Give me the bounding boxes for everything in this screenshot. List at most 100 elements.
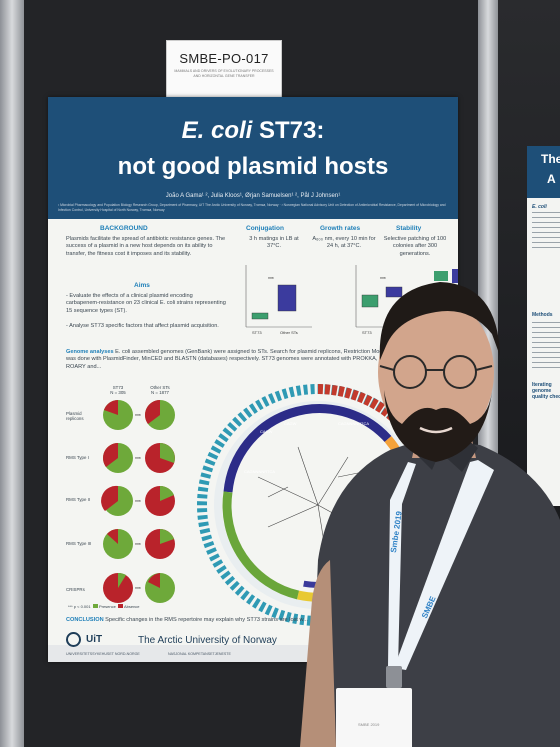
side-poster-text-block	[532, 212, 560, 252]
pie-st73-3	[101, 485, 133, 516]
pie-sig-1: ***	[135, 414, 141, 420]
growth-box-other	[385, 286, 403, 298]
pie-row-2: RMS Type I	[66, 455, 89, 460]
pie-row-5: CRISPRs	[66, 587, 85, 592]
stability-text: Selective patching of 100 colonies after…	[383, 236, 447, 257]
presenter-beard	[384, 390, 492, 462]
conjugation-x-st73: ST73	[252, 330, 262, 335]
ring-label-1: CAGW	[260, 429, 273, 434]
pie-row-1: Plasmid replicons	[66, 411, 84, 422]
aims-heading: Aims	[134, 282, 150, 289]
glasses-left-icon	[393, 355, 427, 389]
conclusion-heading: CONCLUSION	[66, 617, 104, 623]
pie-col1-head: ST73 N = 305	[106, 385, 130, 395]
conclusion: CONCLUSION Specific changes in the RMS r…	[66, 617, 456, 624]
side-poster-methods: Methods	[532, 312, 553, 318]
legend-absence: Absence	[123, 604, 140, 609]
pie-col2-n: N = 1877	[151, 390, 169, 395]
poster-title-rest: ST73:	[252, 117, 325, 144]
genome-body: E. coli assembled genomes (GenBank) were…	[66, 349, 450, 370]
conjugation-box-st73	[251, 312, 269, 320]
side-poster-title2: A	[547, 172, 556, 186]
pie-other-2	[145, 443, 175, 473]
pie-sig-3: ***	[135, 500, 141, 506]
pie-sig-2: ***	[135, 457, 141, 463]
results-mini-charts: *** ST73 Other STs *** ST73 Other STs	[245, 265, 454, 335]
poster-header: E. coli ST73: not good plasmid hosts Joã…	[48, 97, 458, 219]
genome-analyses-text: Genome analyses E. coli assembled genome…	[66, 349, 451, 371]
footer-competence: NASJONAL KOMPETANSETJENESTE	[168, 652, 231, 656]
aims-text-1: - Evaluate the effects of a clinical pla…	[66, 293, 226, 314]
pie-sig-5: ***	[135, 587, 141, 593]
main-poster: E. coli ST73: not good plasmid hosts Joã…	[48, 97, 458, 662]
pie-col2-label: Other STs	[150, 385, 170, 390]
presenter-arm	[300, 560, 336, 747]
legend-presence-swatch	[92, 604, 98, 608]
ring-green	[222, 491, 300, 600]
poster-title-line2: not good plasmid hosts	[117, 153, 389, 180]
pie-row-4: RMS Type III	[66, 541, 92, 546]
pie-col1-label: ST73	[112, 385, 124, 390]
poster-authors: João A Gama¹ ², Julia Kloos¹, Ørjan Samu…	[165, 193, 341, 199]
pie-grid: *** *** *** *** ***	[101, 400, 175, 603]
genome-heading: Genome analyses	[66, 349, 114, 355]
side-poster-header: The A	[527, 146, 560, 198]
conclusion-text: Specific changes in the RMS repertoire m…	[105, 617, 308, 623]
background-text: Plasmids facilitate the spread of antibi…	[66, 236, 226, 257]
side-poster-text-block-2	[532, 322, 560, 372]
pie-other-3	[145, 485, 175, 516]
left-metal-pillar	[0, 0, 24, 747]
growth-heading: Growth rates	[320, 225, 361, 232]
pie-st73-5	[103, 572, 133, 603]
stability-heading: Stability	[396, 225, 422, 232]
uit-name: The Arctic University of Norway	[138, 635, 277, 646]
pie-sig-4: ***	[135, 543, 141, 549]
pie-legend: *** p < 0.001 Presence Absence	[68, 604, 178, 609]
footer-hospital: UNIVERSITETSSYKEHUSET NORD-NORGE	[66, 652, 140, 656]
growth-box-st73	[361, 294, 379, 308]
side-poster: The A E. coli Methods Iterating genome q…	[527, 146, 560, 506]
poster-title-line1: E. coli ST73:	[48, 117, 458, 145]
pie-st73-1	[103, 400, 133, 430]
uit-logo-icon	[66, 632, 81, 647]
lanyard-clip-icon	[386, 666, 402, 688]
presenter-face	[378, 298, 494, 446]
presenter-smile	[419, 426, 453, 434]
conjugation-heading: Conjugation	[246, 225, 284, 232]
presenter-hair	[379, 282, 500, 360]
conjugation-sig: ***	[268, 277, 274, 283]
badge-text: SMBE 2019	[358, 722, 380, 727]
name-badge: SMBE 2019	[336, 688, 412, 747]
conjugation-boxplot: *** ST73 Other STs	[245, 265, 312, 335]
uit-bold: UiT	[86, 634, 103, 645]
legend-presence: Presence	[98, 604, 116, 609]
pie-col2-head: Other STs N = 1877	[144, 385, 176, 395]
ring-label-2: CAGW	[284, 421, 297, 426]
growth-text: A₆₀₀ nm, every 10 min for 24 h, at 37°C.	[312, 236, 376, 250]
pie-row-3: RMS Type II	[66, 497, 91, 502]
growth-sig: ***	[380, 277, 386, 283]
pie-st73-4	[103, 529, 133, 559]
pie-col1-n: N = 305	[110, 390, 126, 395]
ring-label-3: CAGNNNNRTCA	[244, 469, 275, 474]
aims-text-2: - Analyse ST73 specific factors that aff…	[66, 323, 219, 329]
stability-bar-st73	[434, 271, 448, 281]
legend-absence-swatch	[118, 604, 124, 608]
side-poster-italic: E. coli	[532, 204, 547, 210]
pie-other-4	[145, 529, 175, 559]
pie-other-1	[145, 400, 175, 430]
poster-code-tag: SMBE-PO-017 MAMMALS AND DRIVERS OF EVOLU…	[166, 40, 282, 100]
side-poster-iterating: Iterating genome quality check	[532, 382, 560, 400]
pie-other-5	[145, 573, 175, 603]
legend-p-value: *** p < 0.001	[68, 604, 91, 609]
poster-code: SMBE-PO-017	[179, 51, 269, 66]
conjugation-text: 3 h matings in LB at 37°C.	[249, 236, 299, 250]
growth-x-st73: ST73	[362, 330, 372, 335]
pie-st73-2	[103, 443, 133, 473]
ring-label-4: CAGNNNNRTCA	[338, 421, 369, 426]
side-poster-title: The	[541, 152, 560, 166]
poster-affiliations: ¹ Microbial Pharmacology and Population …	[58, 203, 446, 212]
conjugation-box-other	[277, 284, 297, 312]
